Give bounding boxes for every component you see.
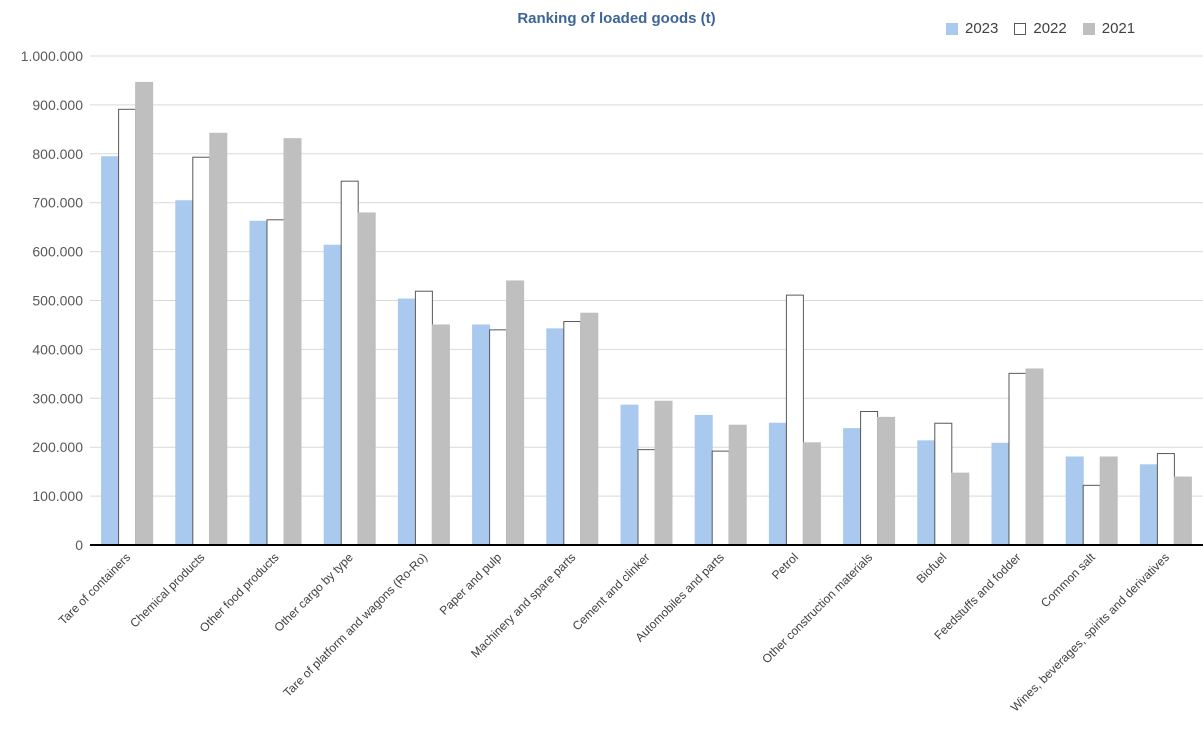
- bar-2021: [357, 212, 376, 546]
- x-tick-label: Paper and pulp: [437, 550, 505, 618]
- bar-2023: [1139, 464, 1158, 546]
- bar-2023: [620, 404, 639, 546]
- bar-2023: [1065, 456, 1084, 546]
- bar-2022: [785, 294, 804, 546]
- y-tick-label: 100.000: [32, 488, 83, 504]
- y-tick-label: 1.000.000: [21, 48, 83, 64]
- x-tick-label: Common salt: [1038, 550, 1098, 610]
- chart-legend: 2023 2022 2021: [946, 20, 1151, 37]
- bar-2022: [1082, 484, 1101, 546]
- bar-2021: [506, 280, 525, 546]
- bar-2022: [118, 108, 137, 546]
- bar-2022: [563, 321, 582, 546]
- y-tick-label: 0: [75, 537, 83, 553]
- bar-2022: [860, 411, 879, 546]
- x-tick-label: Other food products: [197, 550, 282, 635]
- x-tick-label: Petrol: [769, 550, 801, 582]
- legend-swatch-2023: [946, 22, 958, 35]
- legend-swatch-2021: [1082, 22, 1095, 35]
- bar-2023: [546, 328, 565, 546]
- y-tick-label: 700.000: [32, 195, 83, 211]
- bar-2021: [580, 312, 599, 546]
- y-tick-label: 200.000: [32, 439, 83, 455]
- legend-item-2021: 2021: [1082, 20, 1136, 37]
- bar-2023: [175, 200, 194, 546]
- x-tick-label: Tare of platform and wagons (Ro-Ro): [281, 550, 430, 699]
- bar-2021: [728, 424, 747, 546]
- bar-2023: [101, 156, 120, 546]
- bar-2022: [266, 219, 285, 546]
- bar-2021: [877, 416, 896, 546]
- x-tick-label: Other cargo by type: [271, 550, 356, 635]
- bar-2021: [431, 324, 450, 546]
- x-tick-label: Wines, beverages, spirits and derivative…: [1008, 550, 1172, 714]
- legend-label-2021: 2021: [1101, 20, 1136, 37]
- bar-2022: [1156, 453, 1175, 546]
- bar-2023: [694, 414, 713, 546]
- bar-2023: [323, 244, 342, 546]
- legend-item-2023: 2023: [946, 20, 998, 37]
- bar-2023: [768, 422, 787, 546]
- bar-2023: [991, 442, 1010, 546]
- bar-2022: [934, 422, 953, 546]
- bar-2022: [340, 180, 359, 546]
- y-tick-label: 600.000: [32, 244, 83, 260]
- y-tick-label: 300.000: [32, 390, 83, 406]
- legend-label-2022: 2022: [1033, 20, 1067, 37]
- bar-2021: [283, 138, 302, 546]
- bar-2021: [1025, 368, 1044, 546]
- bar-2021: [209, 132, 228, 546]
- x-tick-label: Cement and clinker: [570, 550, 653, 633]
- bar-2022: [711, 450, 730, 546]
- bar-2022: [1008, 372, 1027, 546]
- y-tick-label: 500.000: [32, 293, 83, 309]
- y-tick-label: 800.000: [32, 146, 83, 162]
- chart-title: Ranking of loaded goods (t): [517, 10, 716, 27]
- legend-item-2022: 2022: [1014, 20, 1067, 37]
- y-tick-label: 400.000: [32, 341, 83, 357]
- bar-2021: [135, 81, 154, 546]
- bar-2022: [414, 290, 433, 546]
- x-tick-label: Tare of containers: [56, 550, 133, 627]
- bar-2021: [1099, 456, 1118, 546]
- x-tick-label: Biofuel: [914, 550, 950, 586]
- bar-2021: [802, 442, 821, 546]
- x-tick-label: Chemical products: [127, 550, 207, 630]
- bar-2023: [843, 428, 862, 546]
- bar-2021: [1173, 476, 1192, 546]
- bar-2023: [249, 220, 268, 546]
- y-tick-label: 900.000: [32, 97, 83, 113]
- legend-swatch-2022: [1014, 22, 1027, 35]
- bar-2022: [637, 449, 656, 546]
- bar-2023: [472, 324, 491, 546]
- bar-2022: [489, 329, 508, 546]
- bar-2023: [397, 298, 416, 546]
- bar-2021: [951, 472, 970, 546]
- bar-2023: [917, 440, 936, 546]
- bar-2022: [192, 156, 211, 546]
- bar-2021: [654, 400, 673, 546]
- legend-label-2023: 2023: [965, 20, 999, 37]
